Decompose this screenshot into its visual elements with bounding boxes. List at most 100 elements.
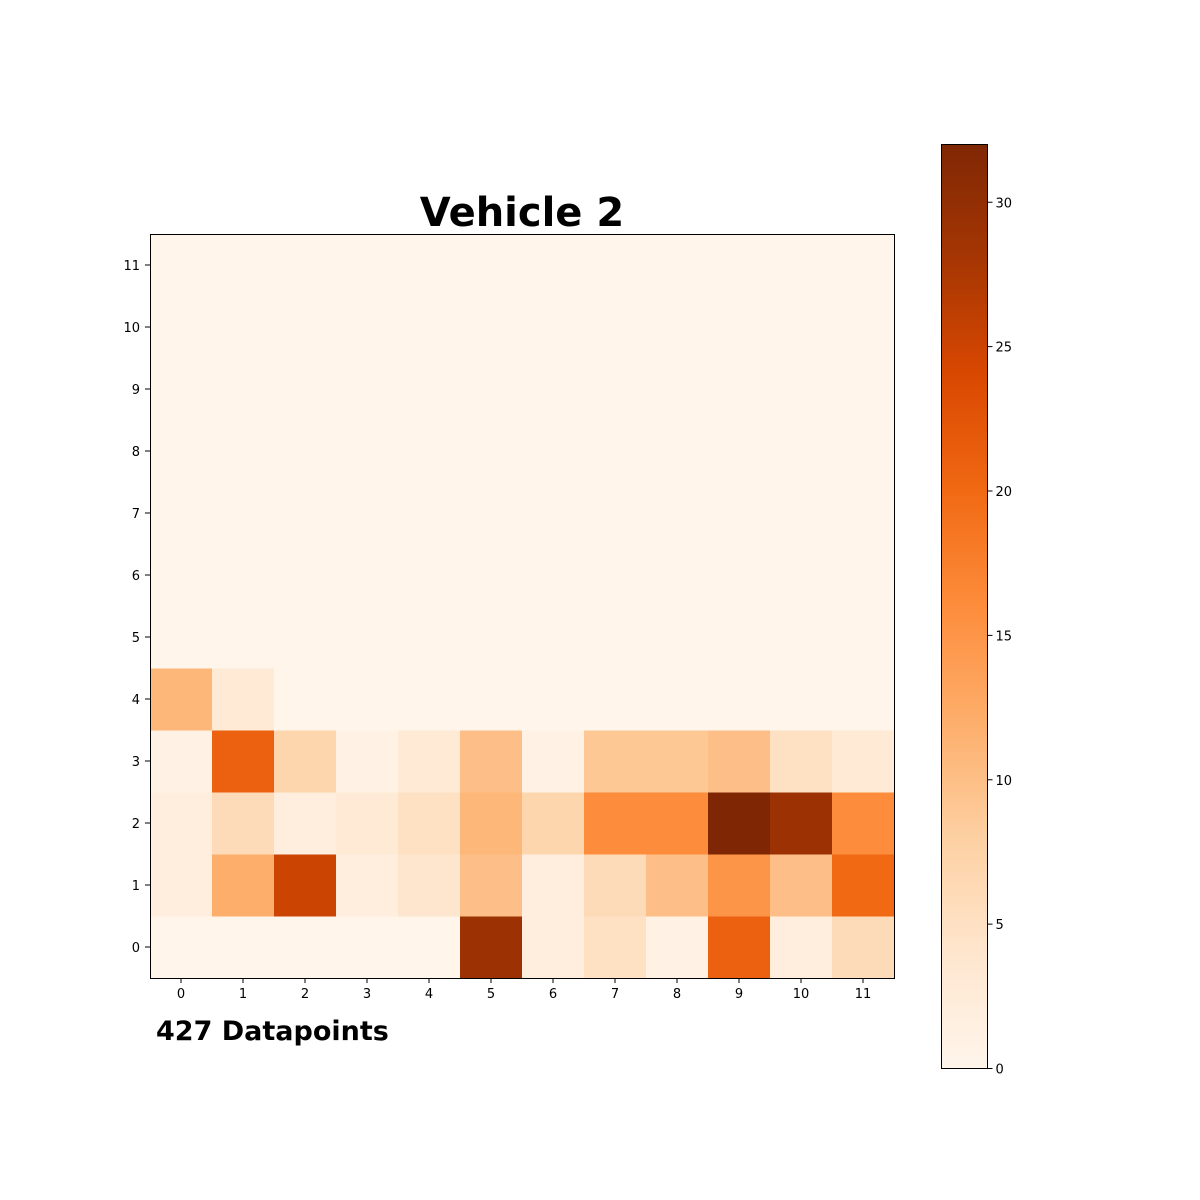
heatmap-cell	[150, 606, 213, 669]
heatmap-cell	[832, 792, 895, 855]
colorbar-tick-label: 25	[996, 341, 1013, 356]
x-tick-label: 8	[673, 987, 681, 1002]
y-tick-label: 6	[132, 569, 140, 584]
x-tick-label: 7	[611, 987, 619, 1002]
heatmap-cell	[584, 482, 647, 545]
heatmap-cell	[832, 296, 895, 359]
heatmap-cell	[770, 854, 833, 917]
heatmap-cell	[274, 234, 337, 297]
colorbar-axis: 0 5 10 15 20 25 30	[987, 196, 1013, 1078]
colorbar-tick-label: 15	[996, 629, 1013, 644]
heatmap-cell	[460, 296, 523, 359]
heatmap-cell	[770, 296, 833, 359]
heatmap-cell	[646, 854, 709, 917]
heatmap-cell	[770, 916, 833, 979]
heatmap-cell	[212, 482, 275, 545]
heatmap-cell	[398, 730, 461, 793]
heatmap-cell	[708, 668, 771, 731]
y-tick-label: 0	[132, 941, 140, 956]
heatmap-cell	[584, 916, 647, 979]
heatmap-cell	[212, 420, 275, 483]
heatmap-cell	[708, 358, 771, 421]
x-tick-label: 4	[425, 987, 433, 1002]
heatmap-cell	[460, 916, 523, 979]
heatmap-cell	[708, 296, 771, 359]
heatmap-cell	[150, 544, 213, 607]
heatmap-cell	[708, 916, 771, 979]
y-tick-label: 4	[132, 693, 140, 708]
y-tick-label: 1	[132, 879, 140, 894]
heatmap-cell	[274, 544, 337, 607]
heatmap-cell	[584, 606, 647, 669]
y-tick-label: 8	[132, 445, 140, 460]
heatmap-cell	[398, 668, 461, 731]
heatmap-cell	[584, 668, 647, 731]
chart-title: Vehicle 2	[420, 190, 624, 236]
heatmap-cell	[708, 730, 771, 793]
heatmap-cell	[708, 482, 771, 545]
heatmap-cell	[150, 854, 213, 917]
heatmap-cell	[832, 668, 895, 731]
heatmap-cell	[646, 420, 709, 483]
heatmap-cell	[274, 482, 337, 545]
heatmap-cell	[584, 420, 647, 483]
heatmap-cell	[336, 854, 399, 917]
heatmap-cell	[522, 606, 585, 669]
heatmap-cell	[336, 792, 399, 855]
heatmap-cell	[460, 358, 523, 421]
colorbar-tick-label: 20	[996, 485, 1013, 500]
heatmap-cell	[460, 668, 523, 731]
heatmap-cell	[708, 606, 771, 669]
colorbar-tick-label: 5	[996, 918, 1004, 933]
y-tick-label: 7	[132, 507, 140, 522]
heatmap-cell	[212, 606, 275, 669]
heatmap-cell	[770, 420, 833, 483]
heatmap-cell	[708, 544, 771, 607]
heatmap-cell	[150, 730, 213, 793]
heatmap-cell	[832, 854, 895, 917]
heatmap-cell	[460, 420, 523, 483]
y-tick-label: 5	[132, 631, 140, 646]
heatmap-cell	[522, 854, 585, 917]
heatmap-cell	[274, 296, 337, 359]
heatmap-cell	[646, 916, 709, 979]
heatmap-cell	[832, 234, 895, 297]
y-tick-label: 2	[132, 817, 140, 832]
heatmap-cell	[336, 482, 399, 545]
heatmap-cell	[584, 234, 647, 297]
heatmap-cell	[398, 544, 461, 607]
heatmap-cell	[150, 792, 213, 855]
colorbar-tick-label: 10	[996, 774, 1013, 789]
heatmap-cell	[708, 234, 771, 297]
heatmap-cell	[646, 358, 709, 421]
colorbar-tick-label: 0	[996, 1063, 1004, 1078]
heatmap-cell	[708, 420, 771, 483]
heatmap-cell	[522, 792, 585, 855]
heatmap-cell	[584, 544, 647, 607]
heatmap-cell	[212, 668, 275, 731]
y-tick-label: 3	[132, 755, 140, 770]
heatmap-cell	[398, 792, 461, 855]
x-tick-label: 0	[177, 987, 185, 1002]
heatmap-cell	[522, 358, 585, 421]
heatmap-cell	[212, 730, 275, 793]
heatmap-cell	[274, 854, 337, 917]
colorbar	[941, 144, 988, 1069]
heatmap-cell	[150, 296, 213, 359]
heatmap-cell	[274, 668, 337, 731]
colorbar-tick-label: 30	[996, 196, 1013, 211]
heatmap-cell	[460, 854, 523, 917]
heatmap-cell	[770, 792, 833, 855]
heatmap-cell	[398, 606, 461, 669]
heatmap-cell	[646, 482, 709, 545]
heatmap-cell	[646, 544, 709, 607]
heatmap-cell	[770, 358, 833, 421]
heatmap-cell	[584, 730, 647, 793]
heatmap-cells	[150, 234, 895, 979]
y-axis: 0 1 2 3 4 5 6 7 8 9 10 11	[123, 259, 150, 956]
heatmap-cell	[832, 420, 895, 483]
heatmap-cell	[646, 668, 709, 731]
heatmap-cell	[832, 606, 895, 669]
heatmap-cell	[212, 234, 275, 297]
